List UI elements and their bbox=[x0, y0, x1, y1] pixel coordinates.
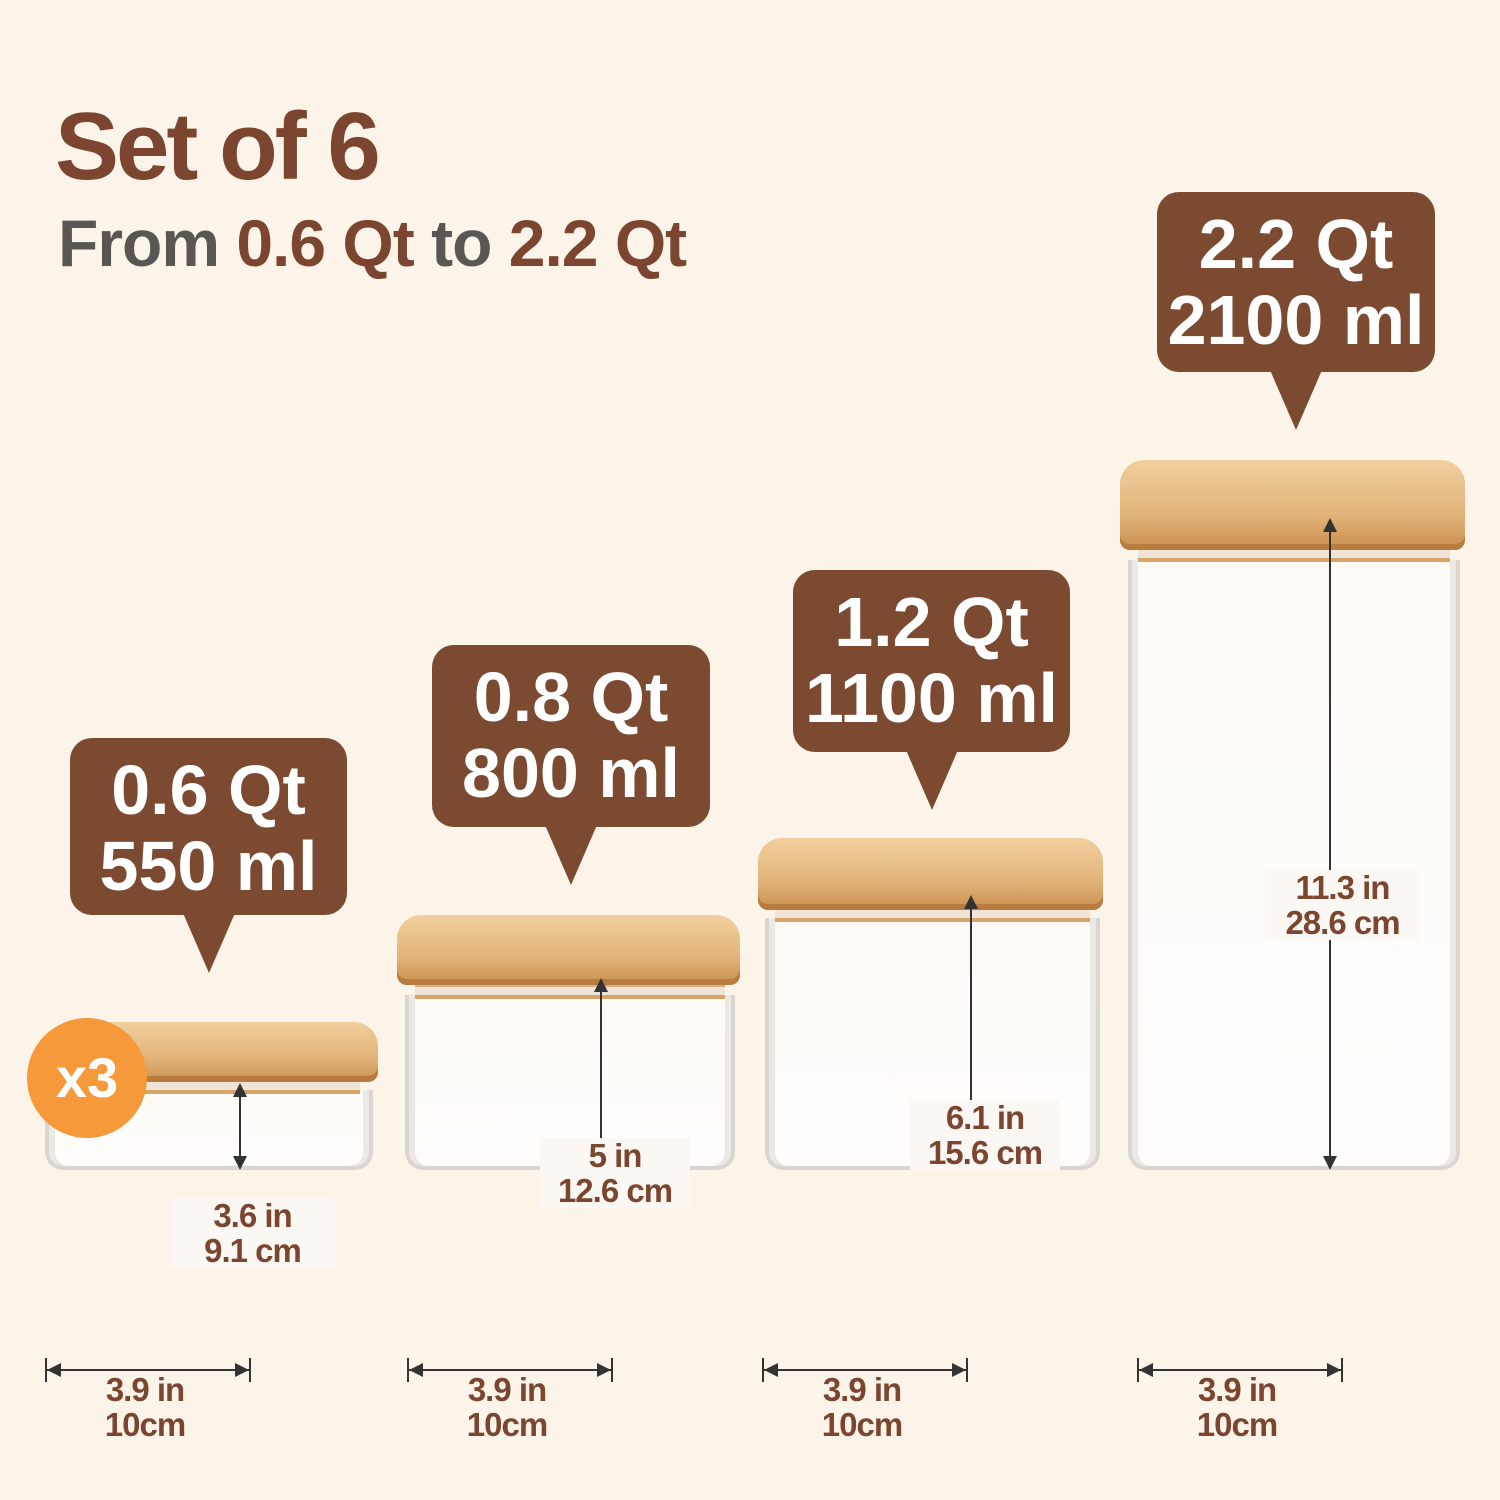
capacity-bubble-2: 0.8 Qt 800 ml bbox=[432, 645, 710, 885]
width-in: 3.9 in bbox=[467, 1371, 547, 1408]
height-cm: 28.6 cm bbox=[1285, 904, 1400, 941]
width-tick bbox=[249, 1358, 251, 1382]
width-label: 3.9 in 10cm bbox=[1182, 1372, 1292, 1442]
height-label: 3.6 in 9.1 cm bbox=[170, 1198, 335, 1268]
width-arrow bbox=[1139, 1369, 1341, 1371]
arrow-down-icon bbox=[1323, 1156, 1337, 1170]
width-arrow bbox=[409, 1369, 611, 1371]
width-cm: 10cm bbox=[466, 1406, 548, 1443]
width-in: 3.9 in bbox=[105, 1371, 185, 1408]
bamboo-lid bbox=[758, 838, 1103, 910]
arrow-up-icon bbox=[964, 895, 978, 909]
arrow-left-icon bbox=[764, 1363, 778, 1377]
width-arrow bbox=[47, 1369, 249, 1371]
width-in: 3.9 in bbox=[822, 1371, 902, 1408]
height-in: 6.1 in bbox=[945, 1099, 1025, 1136]
width-tick bbox=[611, 1358, 613, 1382]
capacity-ml: 550 ml bbox=[99, 827, 318, 905]
arrow-left-icon bbox=[47, 1363, 61, 1377]
subtitle-max: 2.2 Qt bbox=[508, 206, 687, 280]
width-tick bbox=[45, 1358, 47, 1382]
lid-seal bbox=[1138, 548, 1450, 562]
width-arrow bbox=[764, 1369, 966, 1371]
lid-seal bbox=[775, 908, 1090, 922]
capacity-bubble-4: 2.2 Qt 2100 ml bbox=[1157, 192, 1435, 430]
width-cm: 10cm bbox=[1196, 1406, 1278, 1443]
capacity-qt: 1.2 Qt bbox=[834, 583, 1029, 661]
height-label: 11.3 in 28.6 cm bbox=[1265, 870, 1420, 940]
capacity-qt: 0.6 Qt bbox=[111, 751, 306, 829]
arrow-left-icon bbox=[1139, 1363, 1153, 1377]
quantity-badge: x3 bbox=[27, 1018, 147, 1138]
arrow-left-icon bbox=[409, 1363, 423, 1377]
height-arrow bbox=[1329, 520, 1331, 1168]
width-tick bbox=[1137, 1358, 1139, 1382]
bamboo-lid bbox=[397, 915, 740, 985]
arrow-up-icon bbox=[594, 978, 608, 992]
height-in: 11.3 in bbox=[1295, 869, 1391, 906]
capacity-bubble-1: 0.6 Qt 550 ml bbox=[70, 738, 347, 973]
height-label: 6.1 in 15.6 cm bbox=[910, 1100, 1060, 1170]
width-label: 3.9 in 10cm bbox=[452, 1372, 562, 1442]
width-tick bbox=[966, 1358, 968, 1382]
subheadline: From 0.6 Qt to 2.2 Qt bbox=[58, 205, 687, 281]
height-cm: 9.1 cm bbox=[204, 1232, 302, 1269]
arrow-right-icon bbox=[597, 1363, 611, 1377]
lid-seal bbox=[415, 985, 725, 999]
width-tick bbox=[762, 1358, 764, 1382]
capacity-ml: 2100 ml bbox=[1167, 281, 1425, 359]
height-cm: 12.6 cm bbox=[557, 1172, 673, 1209]
bamboo-lid bbox=[1120, 460, 1465, 550]
bubble-pointer bbox=[545, 825, 597, 885]
glass-jar-body bbox=[1128, 560, 1460, 1170]
arrow-up-icon bbox=[1323, 518, 1337, 532]
arrow-right-icon bbox=[952, 1363, 966, 1377]
height-arrow bbox=[239, 1085, 241, 1168]
bubble-pointer bbox=[1270, 370, 1322, 430]
arrow-right-icon bbox=[1327, 1363, 1341, 1377]
width-cm: 10cm bbox=[104, 1406, 186, 1443]
width-label: 3.9 in 10cm bbox=[90, 1372, 200, 1442]
height-arrow bbox=[970, 897, 972, 1168]
width-tick bbox=[407, 1358, 409, 1382]
height-arrow bbox=[600, 980, 602, 1168]
width-tick bbox=[1341, 1358, 1343, 1382]
subtitle-min: 0.6 Qt bbox=[236, 206, 414, 280]
height-cm: 15.6 cm bbox=[927, 1134, 1043, 1171]
subtitle-to: to bbox=[431, 206, 492, 280]
headline: Set of 6 bbox=[55, 93, 381, 200]
height-in: 5 in bbox=[588, 1137, 643, 1174]
bubble-pointer bbox=[905, 750, 958, 810]
capacity-qt: 0.8 Qt bbox=[473, 658, 669, 736]
arrow-up-icon bbox=[233, 1083, 247, 1097]
bubble-pointer bbox=[182, 913, 235, 973]
arrow-right-icon bbox=[235, 1363, 249, 1377]
capacity-bubble-3: 1.2 Qt 1100 ml bbox=[793, 570, 1070, 810]
height-in: 3.6 in bbox=[213, 1197, 292, 1234]
width-in: 3.9 in bbox=[1197, 1371, 1277, 1408]
height-label: 5 in 12.6 cm bbox=[540, 1138, 690, 1208]
capacity-ml: 1100 ml bbox=[805, 659, 1058, 737]
subtitle-from: From bbox=[58, 206, 220, 280]
arrow-down-icon bbox=[233, 1156, 247, 1170]
width-label: 3.9 in 10cm bbox=[807, 1372, 917, 1442]
capacity-ml: 800 ml bbox=[462, 734, 680, 812]
width-cm: 10cm bbox=[821, 1406, 903, 1443]
capacity-qt: 2.2 Qt bbox=[1198, 205, 1394, 283]
